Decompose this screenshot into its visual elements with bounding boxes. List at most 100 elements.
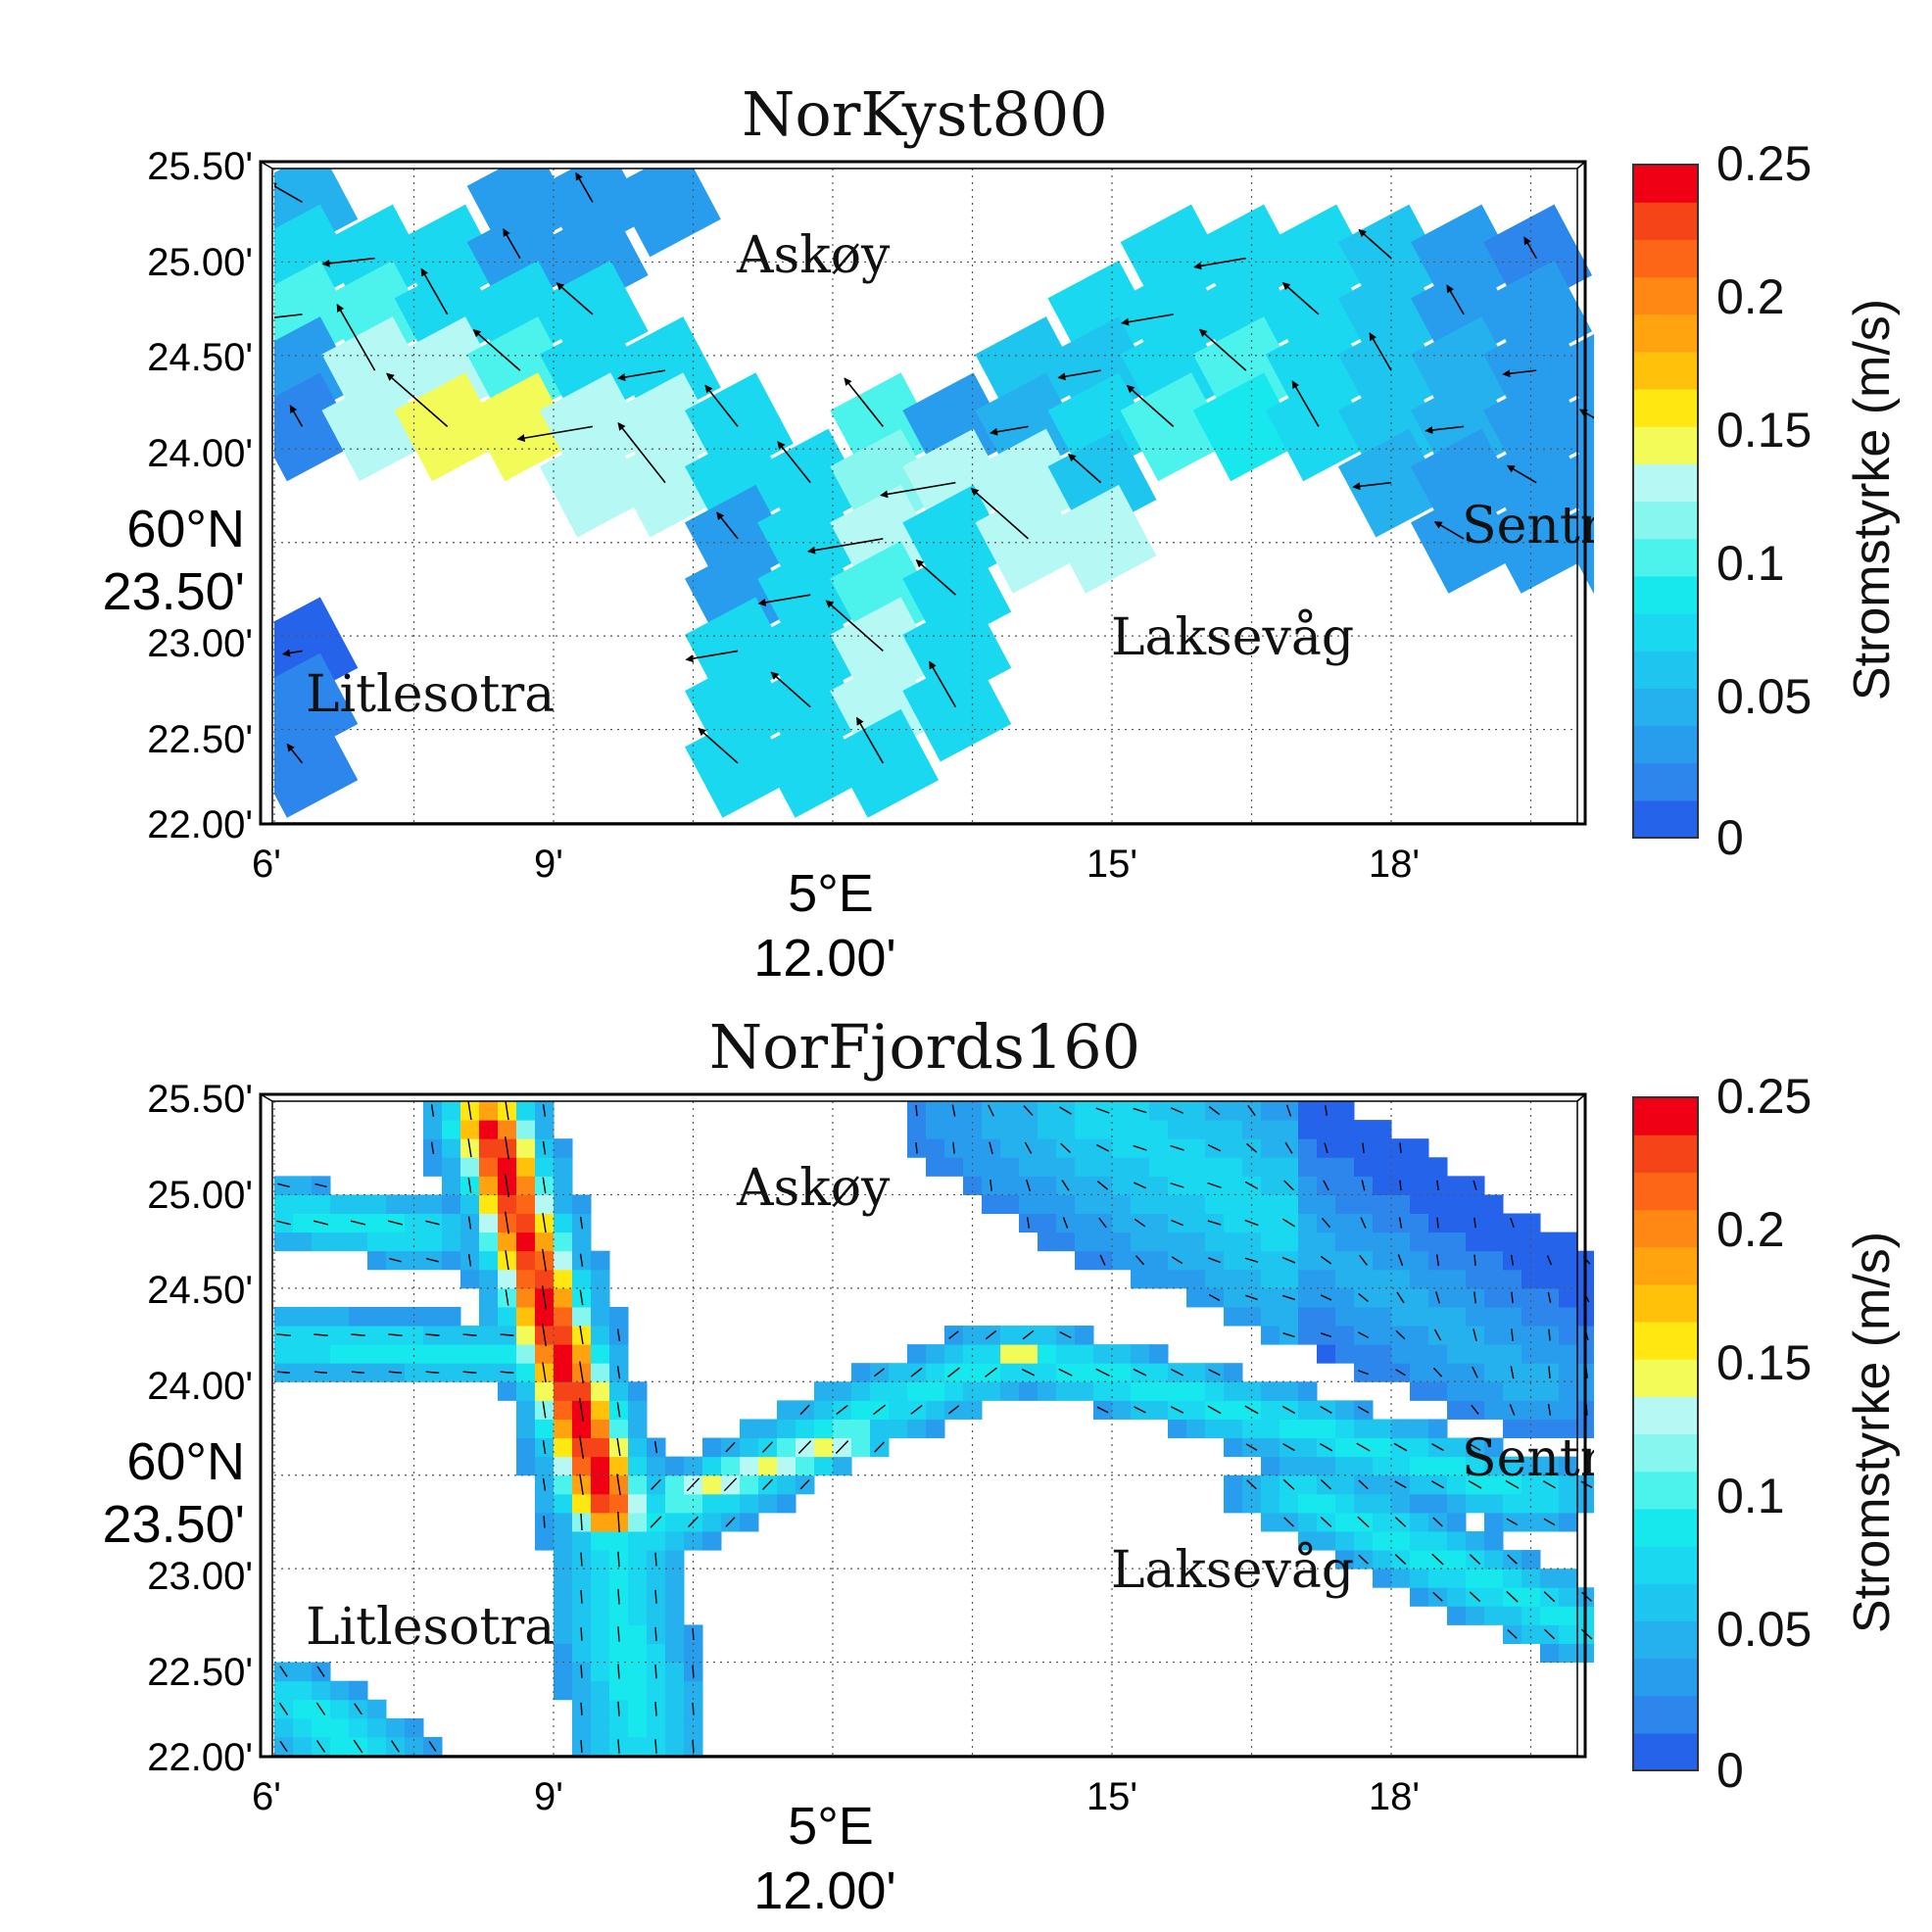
heatmap-cell: [702, 1474, 722, 1495]
heatmap-cell: [460, 1232, 480, 1252]
heatmap-cell: [479, 1194, 499, 1215]
current-vector: [654, 1552, 657, 1567]
heatmap-cell: [1559, 1606, 1578, 1625]
heatmap-cell: [1261, 1326, 1280, 1345]
heatmap-cell: [479, 1213, 499, 1233]
current-vector: [579, 1325, 584, 1345]
current-vector: [580, 1702, 583, 1715]
current-vector: [579, 1216, 584, 1230]
ytick-label: 22.00': [147, 1736, 253, 1779]
current-vector: [1446, 284, 1465, 315]
heatmap-cell: [1335, 1101, 1355, 1121]
heatmap-cell: [349, 1680, 368, 1701]
heatmap-cell: [1447, 1550, 1467, 1570]
heatmap-cell: [1484, 1493, 1504, 1514]
heatmap-cell: [1447, 1381, 1467, 1401]
ytick-label: 22.00': [147, 803, 253, 846]
heatmap-cell: [1149, 1250, 1169, 1271]
heatmap-cell: [1168, 1419, 1187, 1439]
current-vector: [1244, 1405, 1259, 1415]
colorbar-swatch: [1633, 1433, 1698, 1473]
heatmap-cell: [926, 1419, 945, 1439]
heatmap-cell: [498, 1344, 517, 1364]
chart-title-norfjords160: NorFjords160: [709, 1011, 1140, 1083]
current-vector: [685, 650, 739, 663]
colorbar-swatch: [1633, 1732, 1698, 1771]
heatmap-cell: [777, 1437, 797, 1458]
heatmap-cell: [1186, 1381, 1206, 1401]
heatmap-cell: [926, 1400, 945, 1420]
heatmap-cell: [516, 1213, 536, 1233]
current-vector: [388, 1333, 403, 1336]
heatmap-cell: [1410, 1474, 1429, 1495]
colorbar-swatch: [1633, 613, 1698, 652]
heatmap-cell: [665, 1662, 685, 1682]
heatmap-cell: [870, 1419, 890, 1439]
ytick-label: 25.50': [147, 145, 253, 188]
heatmap-cell: [1410, 1176, 1429, 1195]
heatmap-cell: [1149, 1381, 1169, 1401]
current-vector: [505, 1101, 509, 1121]
heatmap-cell: [1559, 1250, 1578, 1271]
heatmap-cell: [1447, 1456, 1467, 1476]
heatmap-cell: [367, 1344, 387, 1364]
current-vector: [1362, 1142, 1365, 1153]
heatmap-cell: [1047, 484, 1157, 594]
heatmap-cell: [740, 1512, 759, 1532]
heatmap-cell: [1298, 1306, 1318, 1327]
current-vector: [1098, 1217, 1107, 1229]
heatmap-cell: [1447, 1344, 1467, 1364]
heatmap-cell: [1149, 1120, 1169, 1139]
heatmap-cell: [554, 1569, 573, 1588]
current-vector: [315, 1702, 326, 1715]
xtick-label: 15': [1087, 843, 1137, 886]
heatmap-cell: [554, 1419, 573, 1439]
heatmap-cell: [777, 1474, 797, 1495]
heatmap-cell: [665, 1493, 685, 1514]
heatmap-cell: [1186, 1213, 1206, 1233]
heatmap-cell: [405, 1213, 424, 1233]
heatmap-cell: [628, 1550, 648, 1570]
current-vector: [836, 1404, 848, 1415]
heatmap-cell: [1559, 1624, 1578, 1644]
heatmap-cell: [367, 1736, 387, 1757]
heatmap-cell: [1149, 1213, 1169, 1233]
heatmap-cell: [1000, 1363, 1020, 1382]
heatmap-cell: [1521, 1344, 1541, 1364]
current-vector: [277, 1183, 290, 1188]
heatmap-cell: [1075, 1363, 1094, 1382]
heatmap-cell: [591, 1736, 610, 1757]
heatmap-cell: [1373, 1512, 1392, 1532]
heatmap-cell: [628, 1437, 648, 1458]
current-vector: [1506, 464, 1537, 484]
heatmap-cell: [1019, 1157, 1038, 1177]
heatmap-cell: [609, 1530, 629, 1551]
current-vector: [1507, 1629, 1518, 1639]
colorbar-swatch: [1633, 426, 1698, 464]
current-vector: [616, 1437, 621, 1457]
heatmap-cell: [1466, 1194, 1485, 1215]
heatmap-cell: [1540, 1606, 1560, 1625]
heatmap-cell: [1149, 1400, 1169, 1420]
current-vector: [1396, 1291, 1405, 1304]
heatmap-cell: [1373, 1157, 1392, 1177]
heatmap-cell: [1093, 1232, 1113, 1252]
heatmap-cell: [1503, 1419, 1522, 1439]
heatmap-cell: [572, 1643, 592, 1664]
current-vector: [1133, 1144, 1147, 1151]
heatmap-cell: [535, 1493, 555, 1514]
current-vector: [1285, 1104, 1292, 1117]
current-vector: [1057, 369, 1101, 381]
heatmap-cell: [1447, 1287, 1467, 1308]
place-labels-norkyst800: Askøy Sentrum Laksevåg Litlesotra: [306, 226, 1594, 724]
heatmap-cell: [330, 1344, 350, 1364]
current-vector: [1244, 1181, 1259, 1189]
current-vector: [990, 1179, 992, 1191]
heatmap-cell: [535, 1456, 555, 1476]
heatmap-cell: [1577, 1493, 1594, 1514]
heatmap-cell: [1447, 1474, 1467, 1495]
heatmap-cell: [1149, 1269, 1169, 1289]
heatmap-cell: [1335, 1250, 1355, 1271]
heatmap-cell: [1280, 1194, 1299, 1215]
heatmap-cell: [1484, 1530, 1504, 1551]
